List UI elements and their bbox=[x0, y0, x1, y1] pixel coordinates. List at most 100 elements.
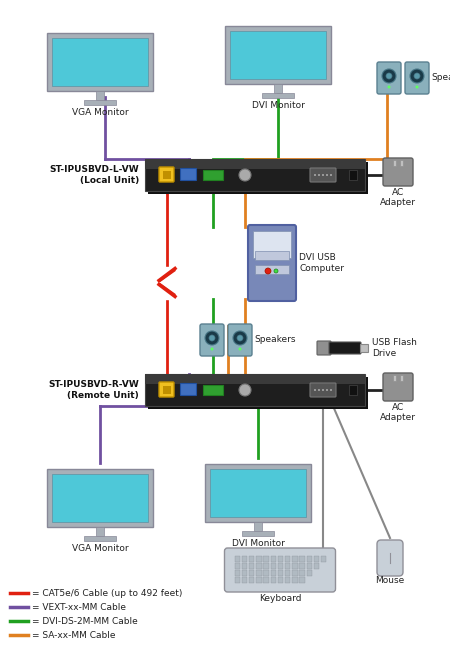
FancyBboxPatch shape bbox=[377, 62, 401, 94]
Circle shape bbox=[322, 389, 324, 391]
Text: DVI USB
Computer: DVI USB Computer bbox=[299, 253, 344, 273]
Bar bbox=[148, 377, 368, 409]
Bar bbox=[360, 344, 368, 352]
Text: AC
Adapter: AC Adapter bbox=[380, 403, 416, 422]
Circle shape bbox=[330, 174, 332, 176]
Circle shape bbox=[318, 389, 320, 391]
FancyBboxPatch shape bbox=[200, 324, 224, 356]
Bar bbox=[256, 556, 261, 562]
Bar bbox=[270, 556, 276, 562]
Circle shape bbox=[233, 331, 247, 345]
Bar bbox=[234, 556, 240, 562]
Bar bbox=[262, 93, 294, 98]
Text: Mouse: Mouse bbox=[375, 576, 405, 585]
Bar bbox=[234, 563, 240, 569]
Bar bbox=[242, 556, 247, 562]
Bar bbox=[205, 464, 311, 522]
Bar bbox=[400, 375, 403, 381]
Circle shape bbox=[274, 269, 278, 273]
Text: = SA-xx-MM Cable: = SA-xx-MM Cable bbox=[32, 631, 116, 639]
Circle shape bbox=[265, 268, 271, 274]
Bar bbox=[253, 231, 291, 259]
Bar bbox=[278, 577, 283, 582]
Bar bbox=[292, 563, 297, 569]
Bar bbox=[299, 577, 305, 582]
Bar bbox=[263, 556, 269, 562]
FancyBboxPatch shape bbox=[248, 225, 296, 301]
Bar bbox=[270, 563, 276, 569]
Text: VGA Monitor: VGA Monitor bbox=[72, 108, 128, 117]
Bar bbox=[321, 556, 326, 562]
Bar bbox=[234, 570, 240, 575]
Bar bbox=[145, 159, 365, 191]
Bar bbox=[400, 160, 403, 166]
Circle shape bbox=[238, 347, 242, 351]
Circle shape bbox=[211, 347, 213, 351]
Bar bbox=[270, 570, 276, 575]
Circle shape bbox=[415, 86, 418, 89]
FancyBboxPatch shape bbox=[310, 383, 336, 397]
FancyBboxPatch shape bbox=[159, 382, 174, 397]
Bar bbox=[242, 531, 274, 536]
Text: USB Flash
Drive: USB Flash Drive bbox=[372, 338, 417, 358]
Bar bbox=[263, 570, 269, 575]
Bar bbox=[52, 38, 148, 86]
Bar bbox=[292, 570, 297, 575]
Bar bbox=[256, 563, 261, 569]
Text: = DVI-DS-2M-MM Cable: = DVI-DS-2M-MM Cable bbox=[32, 616, 138, 626]
Circle shape bbox=[326, 389, 328, 391]
Bar bbox=[278, 563, 283, 569]
Bar bbox=[299, 570, 305, 575]
Circle shape bbox=[318, 174, 320, 176]
FancyBboxPatch shape bbox=[225, 548, 336, 592]
FancyBboxPatch shape bbox=[180, 168, 197, 180]
Circle shape bbox=[387, 86, 391, 89]
Bar bbox=[285, 577, 290, 582]
FancyBboxPatch shape bbox=[159, 167, 174, 182]
Bar bbox=[145, 374, 365, 406]
Bar bbox=[263, 577, 269, 582]
Bar bbox=[349, 385, 357, 395]
Bar bbox=[203, 170, 223, 180]
Bar bbox=[274, 84, 282, 93]
Bar bbox=[270, 577, 276, 582]
Text: = VEXT-xx-MM Cable: = VEXT-xx-MM Cable bbox=[32, 603, 126, 611]
Circle shape bbox=[410, 69, 424, 83]
FancyBboxPatch shape bbox=[383, 373, 413, 401]
Circle shape bbox=[326, 174, 328, 176]
Bar bbox=[242, 570, 247, 575]
Circle shape bbox=[314, 389, 316, 391]
Bar bbox=[278, 570, 283, 575]
Circle shape bbox=[414, 73, 420, 79]
Bar bbox=[306, 570, 312, 575]
Bar bbox=[242, 577, 247, 582]
Circle shape bbox=[330, 389, 332, 391]
Bar bbox=[393, 160, 396, 166]
Bar bbox=[256, 577, 261, 582]
FancyBboxPatch shape bbox=[377, 540, 403, 576]
Bar bbox=[255, 265, 289, 274]
Bar bbox=[47, 469, 153, 527]
Text: DVI Monitor: DVI Monitor bbox=[252, 101, 305, 110]
Text: ST-IPUSBVD-L-VW
(Local Unit): ST-IPUSBVD-L-VW (Local Unit) bbox=[50, 165, 139, 185]
Bar bbox=[47, 33, 153, 91]
Bar bbox=[349, 170, 357, 180]
Bar bbox=[52, 474, 148, 522]
Bar bbox=[314, 563, 319, 569]
Bar bbox=[96, 91, 104, 100]
Bar bbox=[285, 563, 290, 569]
Bar bbox=[278, 556, 283, 562]
FancyBboxPatch shape bbox=[383, 158, 413, 186]
FancyBboxPatch shape bbox=[310, 168, 336, 182]
FancyBboxPatch shape bbox=[317, 341, 331, 355]
Bar bbox=[285, 570, 290, 575]
Bar bbox=[230, 31, 326, 79]
Bar bbox=[148, 162, 368, 194]
Bar bbox=[255, 251, 289, 260]
Bar bbox=[203, 385, 223, 395]
Bar bbox=[285, 556, 290, 562]
Bar bbox=[263, 563, 269, 569]
Bar bbox=[314, 556, 319, 562]
FancyBboxPatch shape bbox=[228, 324, 252, 356]
Bar bbox=[145, 374, 365, 383]
